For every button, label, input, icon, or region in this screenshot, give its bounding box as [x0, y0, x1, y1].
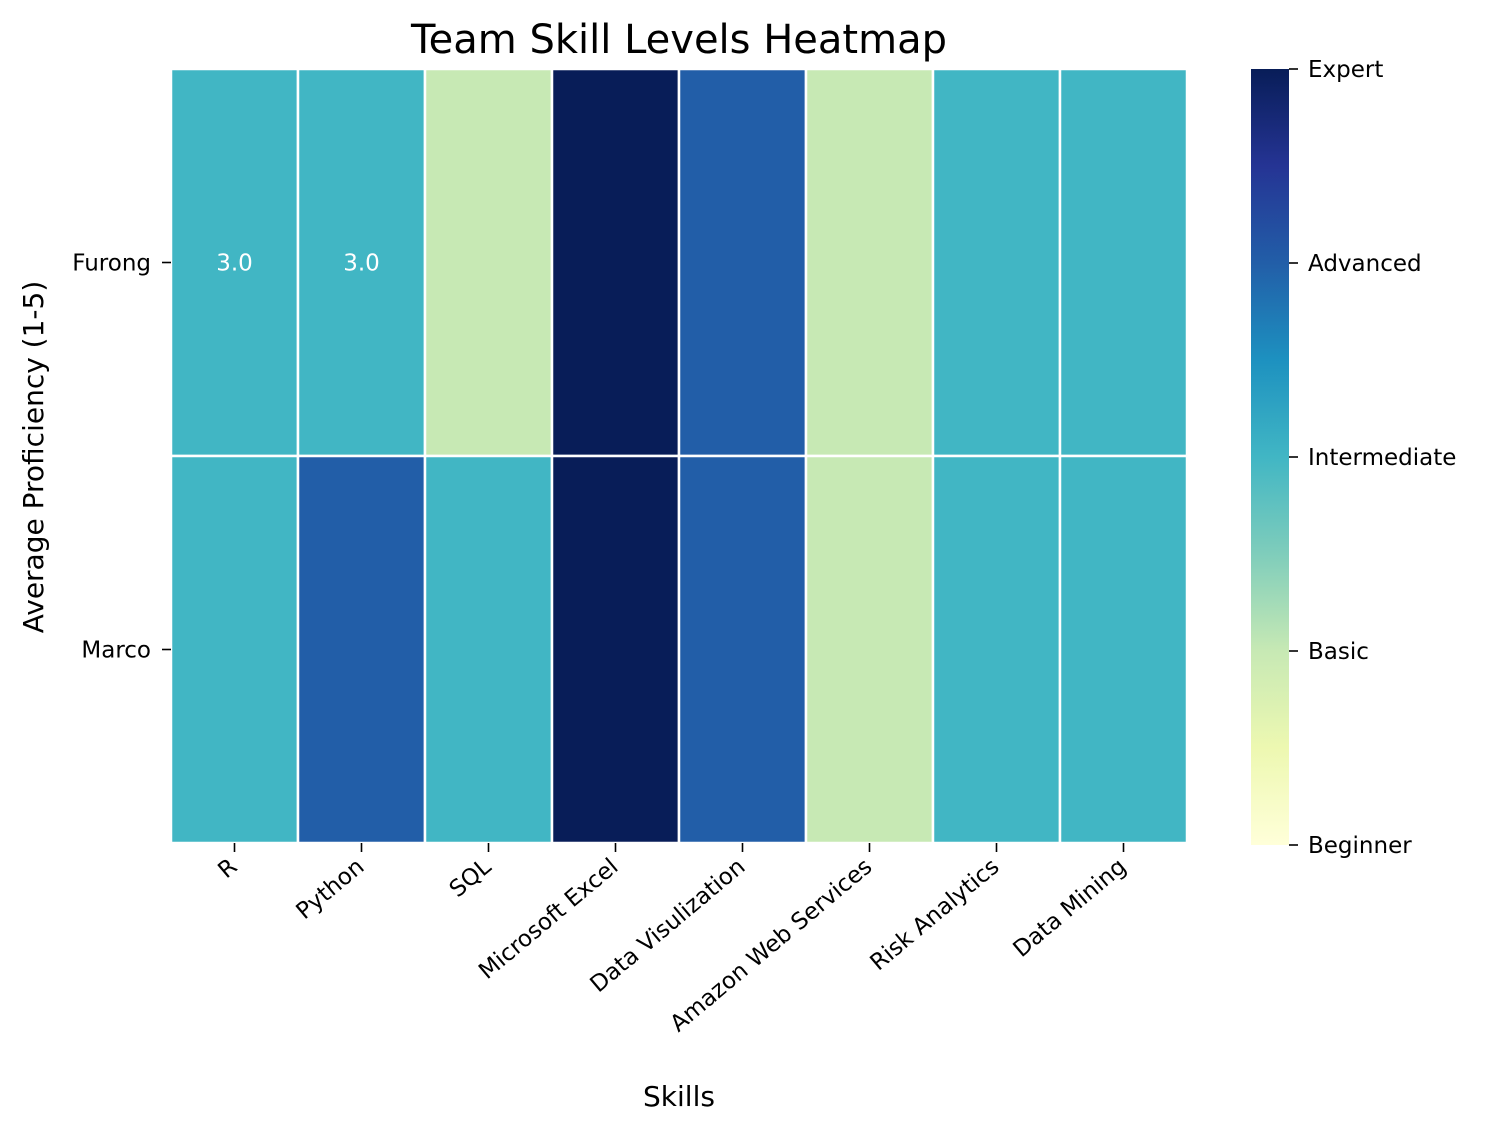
x-tick-label: Python	[292, 854, 370, 925]
x-tick-label: R	[213, 854, 242, 884]
heatmap-cell	[169, 67, 300, 458]
y-axis-ticks: Furong Marco	[72, 251, 171, 664]
heatmap-cell	[296, 454, 427, 845]
heatmap-cells	[169, 67, 1189, 845]
heatmap-cell	[804, 67, 935, 458]
heatmap-cell	[296, 67, 427, 458]
heatmap-cell	[931, 454, 1062, 845]
colorbar-ticks: Expert Advanced Intermediate Basic Beginner	[1289, 57, 1456, 859]
colorbar	[1251, 69, 1289, 845]
heatmap-cell	[804, 454, 935, 845]
y-tick-label: Marco	[81, 638, 151, 664]
heatmap-cell	[169, 454, 300, 845]
colorbar-tick-label: Advanced	[1308, 251, 1422, 277]
heatmap-cell	[1058, 67, 1189, 458]
heatmap-cell	[677, 67, 808, 458]
colorbar-tick-label: Intermediate	[1308, 445, 1456, 471]
cell-annotation: 3.0	[216, 251, 253, 277]
y-tick-label: Furong	[72, 251, 151, 277]
colorbar-tick-label: Basic	[1308, 639, 1369, 665]
colorbar-tick-label: Expert	[1308, 57, 1383, 83]
heatmap-cell	[1058, 454, 1189, 845]
y-axis-label: Average Proficiency (1-5)	[17, 281, 50, 634]
heatmap-cell	[423, 67, 554, 458]
cell-annotations: 3.0 3.0	[216, 251, 380, 277]
x-tick-label: Data Mining	[1008, 854, 1131, 963]
heatmap-cell	[677, 454, 808, 845]
x-tick-label: SQL	[445, 854, 497, 903]
x-axis-label: Skills	[643, 1080, 715, 1113]
cell-annotation: 3.0	[343, 251, 380, 277]
x-tick-label: Risk Analytics	[866, 854, 1005, 976]
heatmap-cell	[423, 454, 554, 845]
x-tick-label: Amazon Web Services	[666, 854, 878, 1038]
colorbar-tick-label: Beginner	[1308, 833, 1412, 859]
heatmap-cell	[550, 454, 681, 845]
heatmap-cell	[931, 67, 1062, 458]
heatmap-cell	[550, 67, 681, 458]
chart-title: Team Skill Levels Heatmap	[410, 17, 947, 63]
